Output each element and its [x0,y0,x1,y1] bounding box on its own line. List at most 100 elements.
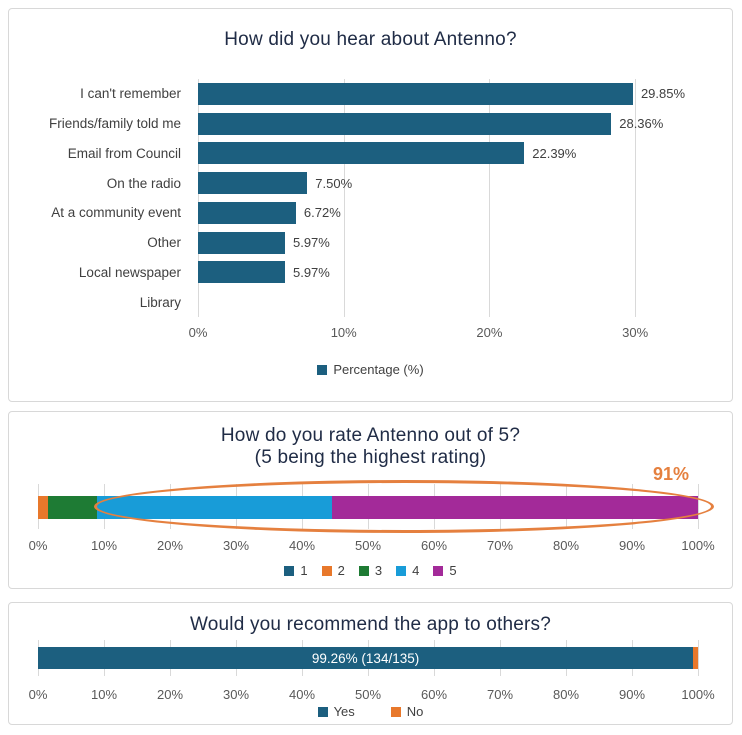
chart-title: How do you rate Antenno out of 5? [220,425,521,446]
value-label: 5.97% [292,235,330,251]
bar-segment-no [693,647,698,669]
x-tick-label: 50% [354,687,382,702]
gridlines [198,79,708,317]
legend: 1 2 3 4 5 [9,563,732,578]
x-tick-label: 10% [90,538,118,553]
x-tick-label: 100% [681,538,715,553]
x-tick-label: 50% [354,538,382,553]
gridline [635,79,637,317]
x-tick-label: 20% [476,325,503,340]
legend-item: 3 [358,563,383,578]
bar-segment-yes: 99.26% (134/135) [38,647,694,669]
annotation-label: 91% [652,464,690,484]
category-label: Library [139,294,181,310]
x-tick-label: 70% [486,687,514,702]
x-tick-label: 10% [330,325,357,340]
x-axis: 0% 10% 20% 30% [189,325,708,341]
x-tick-label: 30% [622,325,649,340]
bar-row: 6.72% [198,198,708,228]
legend: Percentage (%) [9,362,732,377]
x-axis: 0% 10% 20% 30% 40% 50% 60% 70% 80% 90% 100% [29,538,715,553]
legend-item: No [390,704,424,719]
value-label: 22.39% [532,145,577,161]
x-tick-label: 80% [552,538,580,553]
bar [198,112,612,135]
legend-item: 2 [321,563,345,578]
plot-area: 29.85% 28.36% 22.39% 7.50% 6.72% 5.97% 5.97% [198,79,708,317]
legend-swatch [433,565,444,576]
x-tick-label: 60% [420,538,448,553]
x-tick-label: 30% [222,538,250,553]
chart-card-rating: How do you rate Antenno out of 5? (5 bei… [8,411,733,589]
bar-row: 29.85% [198,79,708,109]
gridline [489,79,491,317]
chart-card-recommend: Would you recommend the app to others? 9… [8,602,733,725]
value-label: 6.72% [303,205,341,221]
x-tick-label: 70% [486,538,514,553]
x-tick-label: 40% [288,538,316,553]
gridline [698,640,699,676]
bar-segment-2 [38,496,48,519]
bar-rows: 29.85% 28.36% 22.39% 7.50% 6.72% 5.97% 5.97% [198,79,708,317]
bar [198,82,633,105]
legend-item: Percentage (%) [317,362,424,377]
legend-label: 3 [374,563,383,578]
legend-label: No [406,704,424,719]
x-tick-label: 90% [618,538,646,553]
x-tick-label: 30% [222,687,250,702]
category-label: Friends/family told me [48,116,181,132]
x-tick-label: 0% [188,325,208,340]
bar [198,142,525,165]
x-tick-label: 100% [681,687,715,702]
legend-label: 1 [300,563,308,578]
chart-title: Would you recommend the app to others? [189,614,552,635]
legend-swatch [358,565,369,576]
value-label: 28.36% [619,116,664,132]
stacked-bar: 99.26% (134/135) [38,647,698,669]
category-label: At a community event [51,205,181,221]
bar-row: 5.97% [198,228,708,258]
category-label: I can't remember [80,86,181,102]
category-label: Email from Council [67,145,181,161]
x-tick-label: 80% [552,687,580,702]
legend-label: 4 [412,563,420,578]
bar-row [198,287,708,317]
x-axis: 0% 10% 20% 30% 40% 50% 60% 70% 80% 90% 100% [29,687,715,702]
legend-item: Yes [317,704,355,719]
category-label: Other [147,235,181,251]
plot-area: 99.26% (134/135) [38,640,699,676]
value-label: 5.97% [292,264,330,280]
ellipse-annotation [94,480,714,533]
x-tick-label: 40% [288,687,316,702]
legend-item: 4 [396,563,419,578]
gridline [198,79,199,317]
category-label: Local newspaper [78,264,181,280]
bar [198,201,296,224]
legend-swatch [396,565,407,576]
legend-label: Percentage (%) [333,362,424,377]
category-axis: I can't remember Friends/family told me Em… [9,79,190,317]
x-tick-label: 0% [28,538,48,553]
legend-label: 2 [337,563,345,578]
category-label: On the radio [106,175,181,191]
chart-subtitle: (5 being the highest rating) [254,447,487,468]
gridline [343,79,345,317]
bar-row: 28.36% [198,109,708,139]
legend-swatch [317,364,328,375]
bar [198,172,308,195]
x-tick-label: 20% [156,687,184,702]
bar-row: 5.97% [198,258,708,288]
bar-row: 7.50% [198,168,708,198]
legend-item: 5 [433,563,457,578]
legend-swatch [284,565,295,576]
x-tick-label: 60% [420,687,448,702]
value-label: 29.85% [640,86,686,102]
legend-swatch [390,706,401,717]
chart-title: How did you hear about Antenno? [224,29,517,50]
x-tick-label: 90% [618,687,646,702]
legend: Yes No [9,704,732,719]
legend-swatch [321,565,332,576]
x-tick-label: 0% [28,687,48,702]
bar [198,261,285,284]
x-tick-label: 10% [90,687,118,702]
